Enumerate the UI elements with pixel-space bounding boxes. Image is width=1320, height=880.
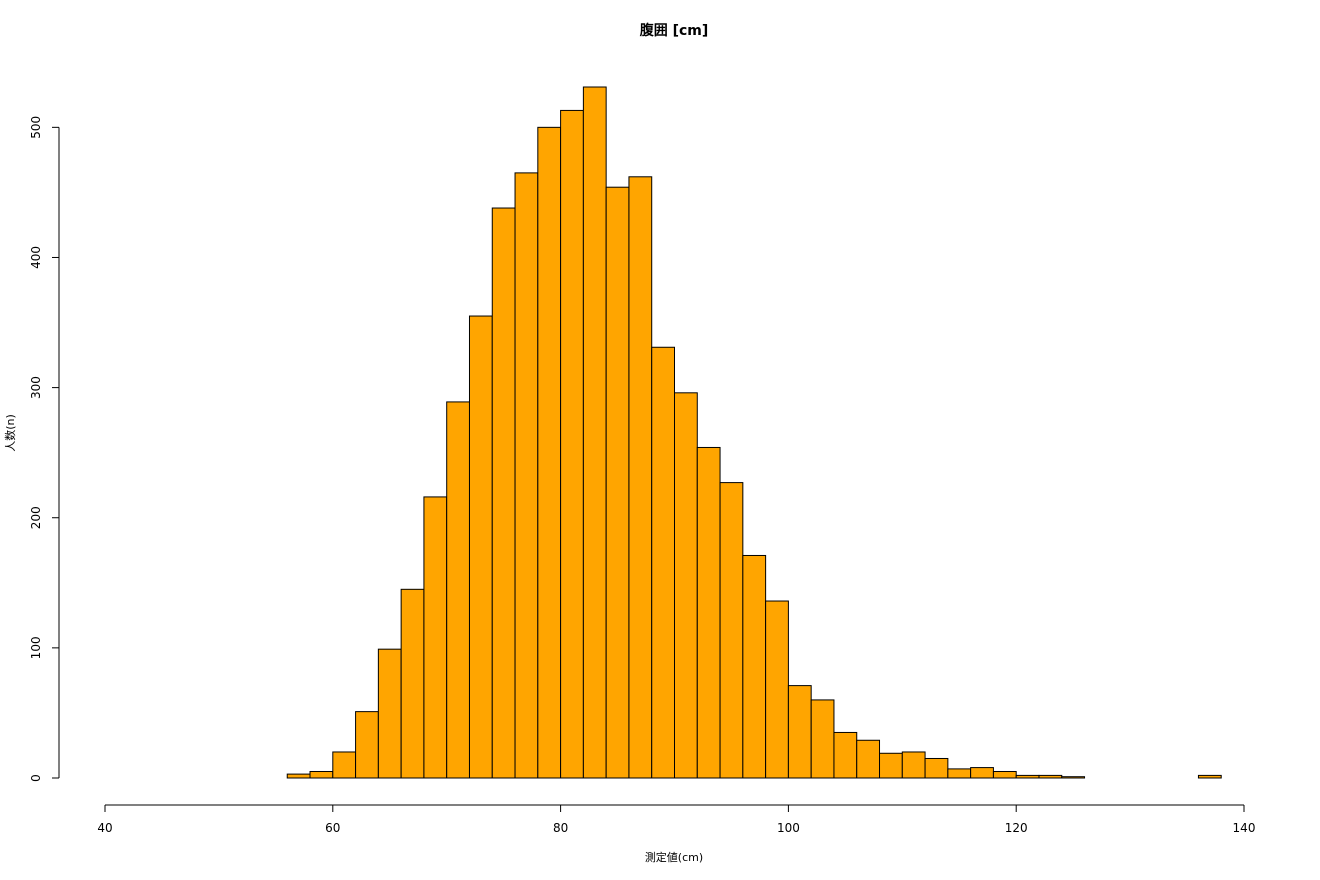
bar (787, 685, 812, 779)
bar (446, 401, 470, 779)
x-tick-label: 40 (97, 821, 112, 835)
bar (992, 770, 1017, 779)
bar (286, 773, 311, 779)
bar (628, 176, 653, 779)
x-tick-label: 80 (553, 821, 568, 835)
bar (1015, 774, 1040, 779)
y-tick-label: 400 (29, 246, 43, 269)
bar (537, 126, 562, 779)
bar (514, 172, 539, 779)
bar (765, 600, 789, 779)
bar (332, 751, 357, 779)
bar (674, 392, 698, 779)
bar (1197, 774, 1222, 779)
bar (947, 768, 972, 779)
y-tick-label: 300 (29, 376, 43, 399)
x-axis-label: 測定値(cm) (645, 850, 703, 864)
bar (924, 757, 949, 779)
bar (742, 554, 767, 779)
bar (1038, 774, 1063, 779)
y-tick-label: 200 (29, 506, 43, 529)
bar (1061, 776, 1086, 779)
bar (560, 109, 584, 779)
bar (491, 207, 516, 779)
bar (833, 731, 858, 779)
y-axis-label: 人数(n) (4, 414, 17, 452)
bar (309, 770, 334, 779)
x-tick-label: 100 (777, 821, 800, 835)
bar (901, 751, 926, 779)
bar (468, 315, 493, 779)
x-tick-label: 140 (1233, 821, 1256, 835)
x-tick-label: 120 (1005, 821, 1028, 835)
bar (355, 711, 379, 779)
bar (651, 346, 675, 779)
bar (719, 482, 744, 779)
y-tick-label: 0 (29, 774, 43, 782)
y-tick-label: 500 (29, 116, 43, 139)
bar (696, 446, 721, 779)
x-tick-label: 60 (325, 821, 340, 835)
chart-title: 腹囲 [cm] (640, 22, 709, 39)
bar (423, 496, 448, 779)
y-tick-label: 100 (29, 636, 43, 659)
bar (605, 186, 630, 779)
bar (810, 699, 835, 779)
bar (856, 739, 881, 779)
bar (879, 752, 903, 779)
bar (377, 648, 402, 779)
bar (400, 588, 425, 779)
bar (970, 767, 994, 779)
bar (582, 86, 607, 779)
